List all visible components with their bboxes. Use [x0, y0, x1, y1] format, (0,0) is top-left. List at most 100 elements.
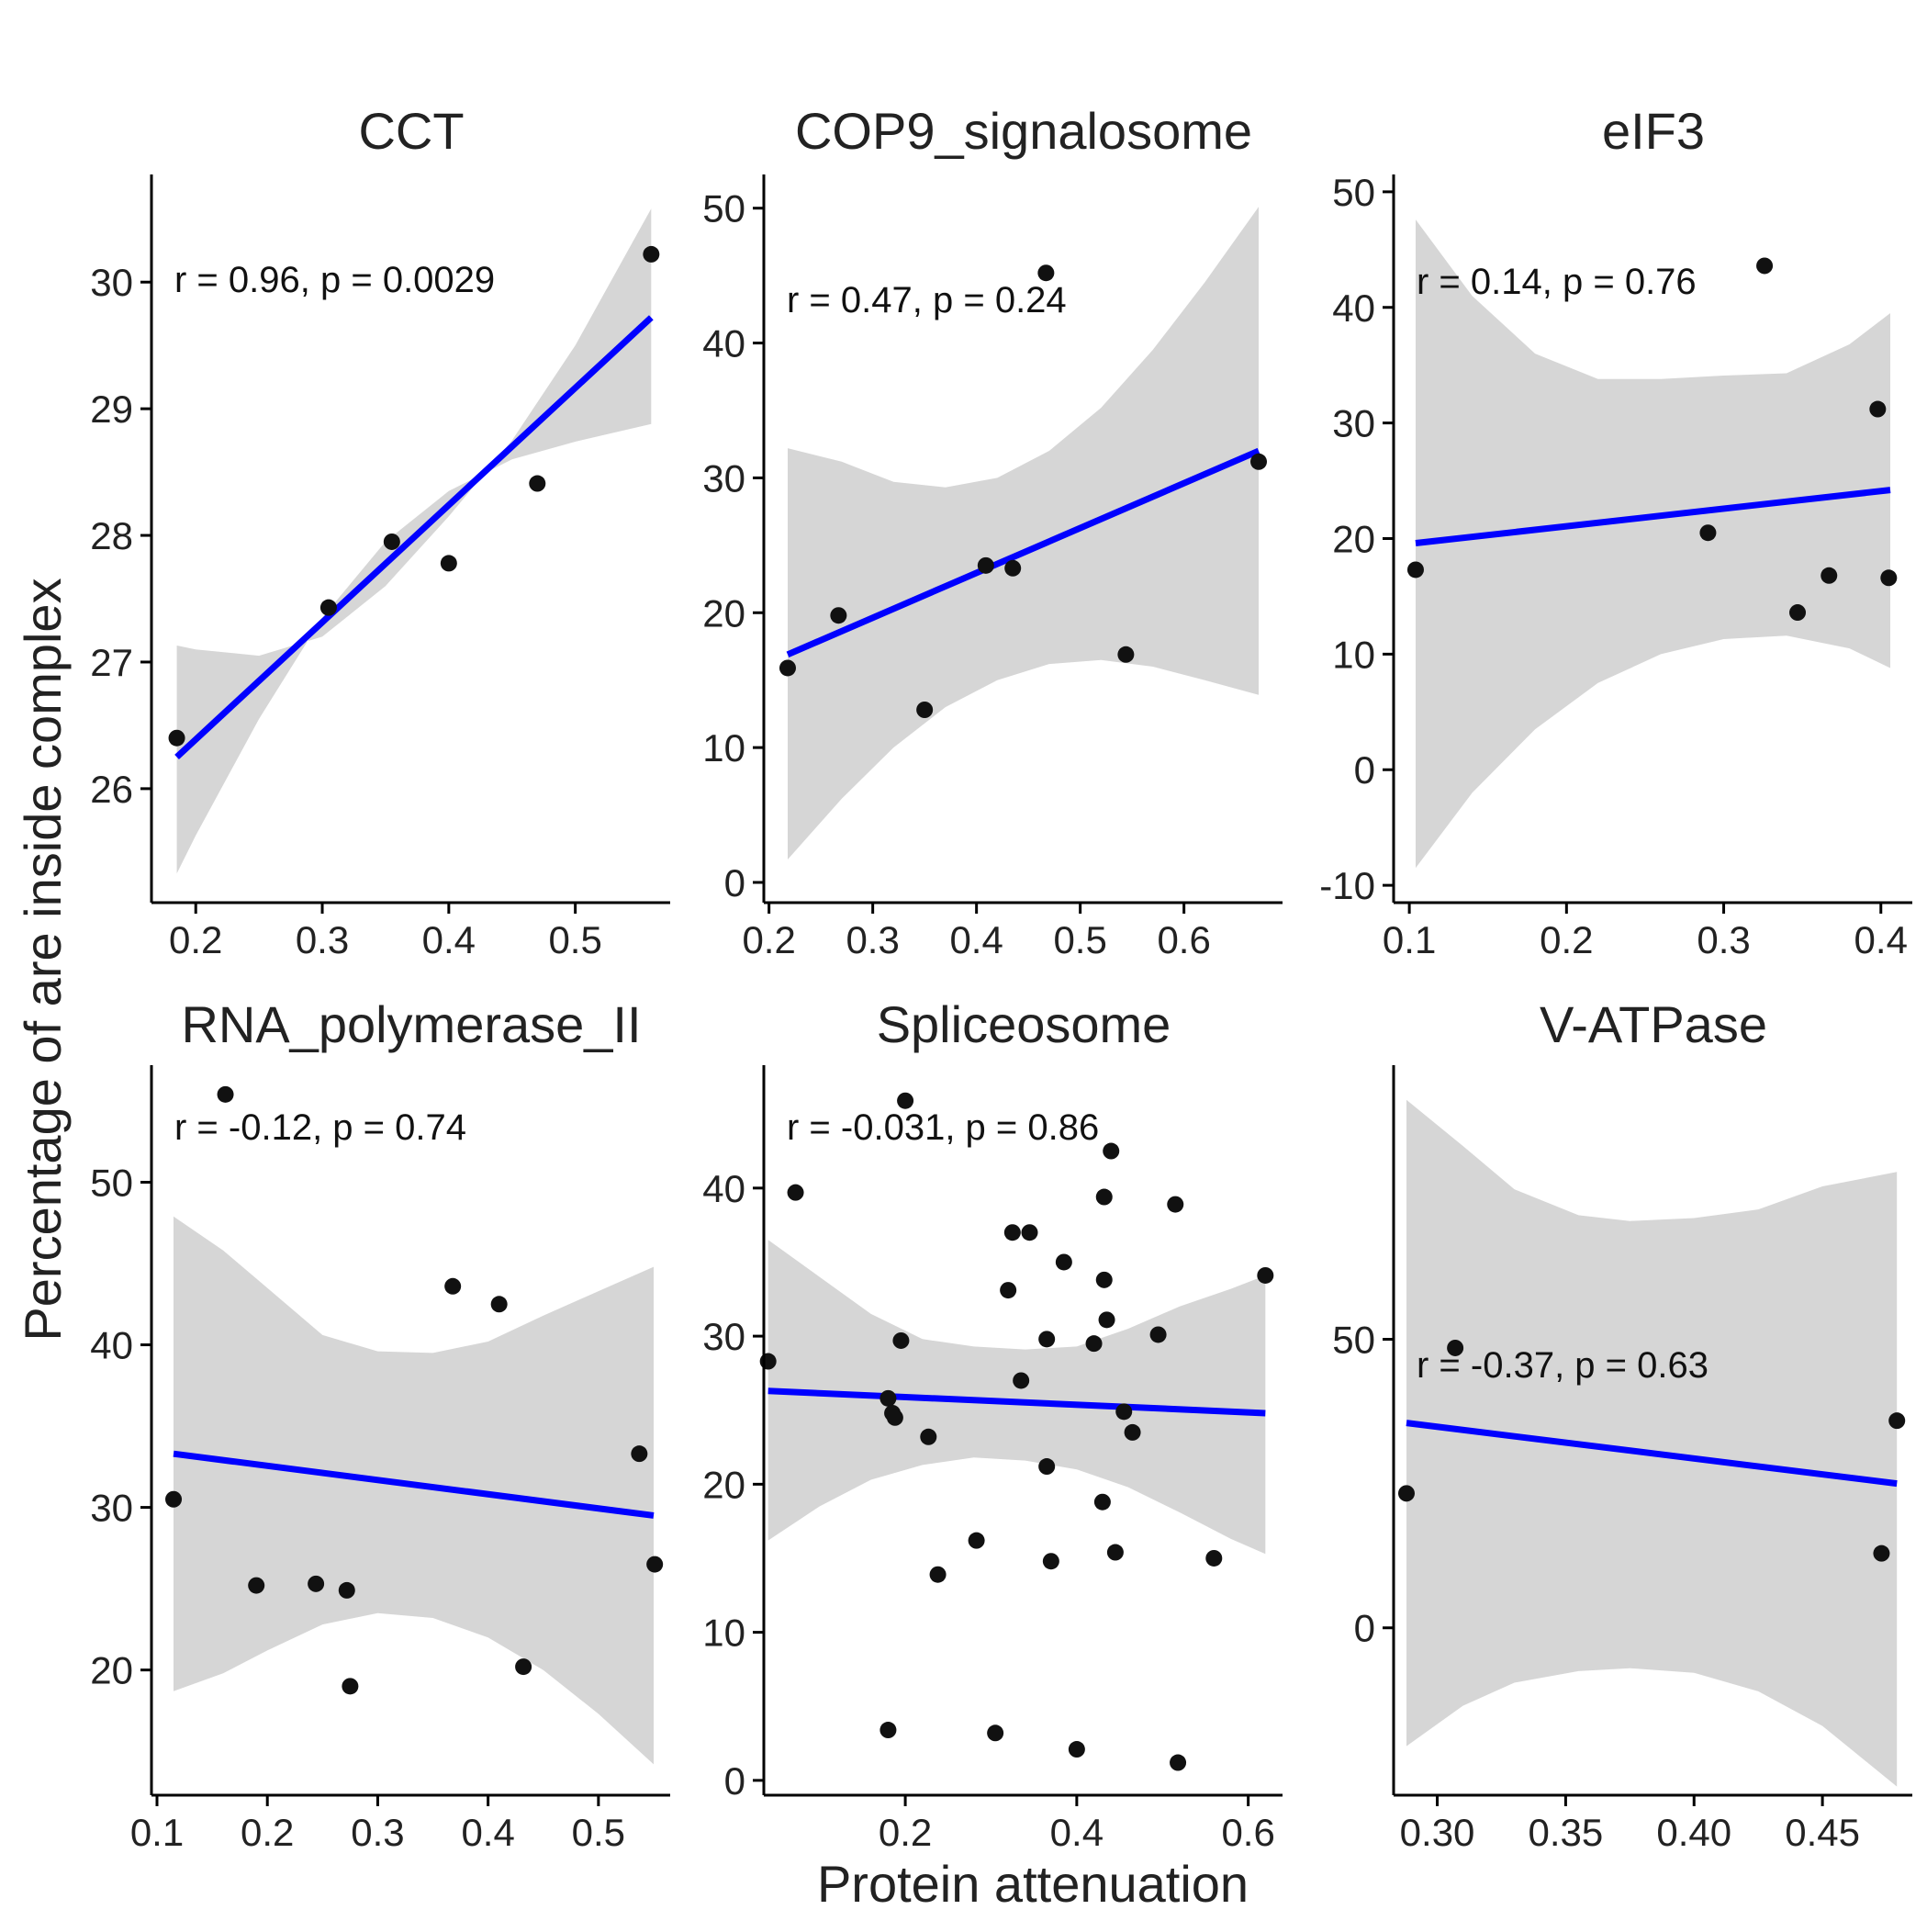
correlation-annotation: r = -0.12, p = 0.74: [174, 1107, 466, 1148]
data-point: [1115, 1403, 1133, 1421]
x-tick-label: 0.1: [130, 1811, 184, 1854]
data-point: [1103, 1142, 1120, 1160]
regression-line: [786, 447, 1260, 658]
y-tick-label: 30: [90, 1487, 133, 1530]
y-tick-label: 20: [702, 1463, 745, 1506]
y-tick-label: 10: [702, 1612, 745, 1655]
panel-title: RNA_polymerase_II: [181, 995, 641, 1053]
x-tick-label: 0.3: [846, 918, 899, 961]
x-tick-label: 0.5: [572, 1811, 625, 1854]
x-tick-label: 0.35: [1529, 1811, 1604, 1854]
data-point: [759, 1353, 777, 1370]
x-tick-label: 0.3: [1697, 918, 1750, 961]
data-point: [920, 1428, 937, 1445]
y-tick-label: 40: [702, 1167, 745, 1210]
data-point: [1013, 1372, 1030, 1389]
panel-title: V-ATPase: [1540, 995, 1767, 1053]
panel-4: 0.1 0.2 0.3 0.4 0.5 20 30 40 50 RNA_polymerase_II…: [90, 995, 670, 1854]
data-point: [248, 1577, 265, 1594]
data-point: [1447, 1339, 1464, 1356]
data-point: [1055, 1253, 1072, 1271]
y-tick-label: 10: [1332, 633, 1375, 676]
x-tick-label: 0.2: [241, 1811, 294, 1854]
confidence-ribbon: [767, 1240, 1266, 1555]
data-point: [916, 702, 934, 719]
panel-1: 0.2 0.3 0.4 0.5 26 27 28 29 30 CCT r = 0.96, p = 0…: [90, 102, 670, 961]
x-tick-label: 0.4: [461, 1811, 514, 1854]
data-point: [1873, 1544, 1890, 1562]
regression-line: [1415, 487, 1891, 547]
data-point: [1117, 646, 1135, 663]
data-point: [1124, 1423, 1141, 1441]
x-tick-label: 0.3: [296, 918, 349, 961]
y-tick-label: 30: [90, 261, 133, 304]
regression-line: [174, 315, 654, 759]
data-point: [165, 1490, 183, 1508]
regression-line: [1406, 1420, 1898, 1488]
data-point: [879, 1722, 897, 1739]
y-tick-label: 30: [702, 456, 745, 500]
data-point: [308, 1575, 325, 1592]
panel-6: 0.30 0.35 0.40 0.45 0 50 V-ATPase r = -0.37, p …: [1332, 995, 1912, 1854]
regression-line: [173, 1450, 655, 1519]
data-point: [440, 555, 457, 572]
data-point: [1042, 1553, 1059, 1570]
data-point: [892, 1331, 910, 1349]
data-point: [977, 556, 994, 574]
data-point: [444, 1277, 462, 1295]
data-point: [1821, 567, 1838, 584]
y-tick-label: 28: [90, 514, 133, 557]
y-tick-label: 30: [702, 1315, 745, 1358]
y-tick-label: 50: [1332, 171, 1375, 214]
y-tick-label: 40: [90, 1324, 133, 1367]
data-point: [1167, 1196, 1184, 1213]
data-point: [1880, 569, 1898, 587]
data-point: [490, 1296, 508, 1313]
x-tick-label: 0.3: [351, 1811, 404, 1854]
confidence-ribbon: [174, 1216, 654, 1765]
data-point: [1021, 1224, 1038, 1241]
panel-5: 0.2 0.4 0.6 0 10 20 30 40 Spliceosome r = -0.031,…: [702, 995, 1283, 1854]
x-tick-label: 0.2: [742, 918, 795, 961]
data-point: [1789, 604, 1807, 622]
data-point: [1085, 1335, 1103, 1353]
panel-title: CCT: [358, 102, 464, 160]
y-tick-label: 20: [702, 591, 745, 635]
y-tick-label: 30: [1332, 402, 1375, 445]
data-point: [1003, 1224, 1021, 1241]
data-point: [779, 659, 796, 677]
y-tick-label: 0: [1354, 748, 1375, 792]
correlation-annotation: r = 0.14, p = 0.76: [1417, 262, 1697, 302]
confidence-ribbon: [1406, 1099, 1898, 1787]
data-point: [1106, 1544, 1124, 1561]
regression-line: [767, 1387, 1266, 1417]
data-point: [1170, 1754, 1187, 1771]
data-point: [342, 1678, 359, 1695]
x-tick-label: 0.30: [1400, 1811, 1475, 1854]
y-tick-label: 27: [90, 641, 133, 684]
data-point: [968, 1532, 985, 1549]
data-point: [646, 1556, 664, 1573]
data-point: [1068, 1741, 1085, 1758]
y-tick-label: 40: [702, 322, 745, 365]
data-point: [1250, 453, 1268, 470]
data-point: [1098, 1311, 1115, 1329]
data-point: [1869, 400, 1887, 418]
x-tick-label: 0.4: [1050, 1811, 1104, 1854]
data-point: [1095, 1271, 1113, 1288]
data-point: [529, 475, 546, 492]
x-tick-label: 0.6: [1221, 1811, 1274, 1854]
y-tick-label: 0: [724, 861, 745, 904]
data-point: [879, 1389, 897, 1407]
correlation-annotation: r = 0.96, p = 0.0029: [174, 260, 495, 300]
panels: 0.2 0.3 0.4 0.5 26 27 28 29 30 CCT r = 0.96, p = 0…: [90, 102, 1912, 1854]
data-point: [1000, 1282, 1017, 1299]
data-point: [1038, 1331, 1056, 1348]
x-tick-label: 0.2: [1540, 918, 1593, 961]
data-point: [383, 533, 400, 550]
panel-title: COP9_signalosome: [795, 102, 1252, 160]
data-point: [1406, 561, 1424, 578]
x-tick-label: 0.5: [1053, 918, 1106, 961]
x-tick-label: 0.4: [1854, 918, 1908, 961]
x-tick-label: 0.2: [169, 918, 222, 961]
